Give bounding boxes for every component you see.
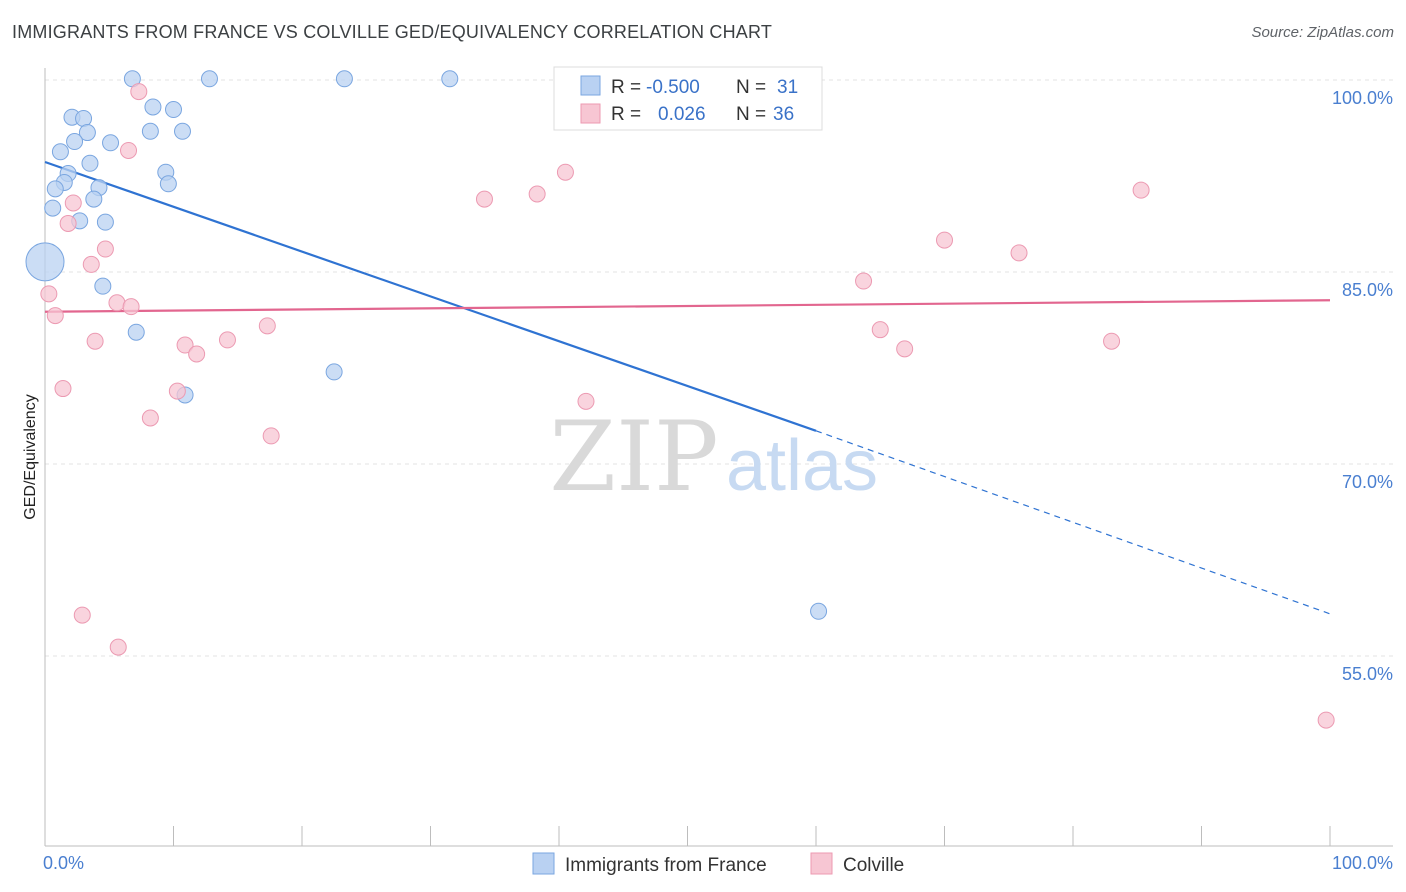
- y-tick-label-2: 70.0%: [1342, 472, 1393, 492]
- point-france-9: [141, 122, 159, 140]
- stats-n-value-pink: 36: [773, 104, 794, 125]
- point-france-2: [335, 70, 353, 88]
- point-colville-11: [1010, 244, 1028, 262]
- point-colville-12: [96, 240, 114, 258]
- point-colville-4: [556, 163, 574, 181]
- point-colville-1: [130, 83, 148, 101]
- stats-r-value-blue: -0.500: [646, 77, 700, 98]
- legend-swatch-colville: [810, 852, 833, 875]
- axes: [44, 68, 1393, 847]
- watermark-atlas: atlas: [726, 426, 878, 506]
- point-colville-13: [82, 255, 100, 273]
- point-colville-23: [176, 336, 194, 354]
- point-colville-33: [109, 638, 127, 656]
- stats-r-value-pink: 0.026: [658, 104, 706, 125]
- point-france-26: [94, 277, 112, 295]
- chart-source: Source: ZipAtlas.com: [1251, 24, 1394, 41]
- point-france-7: [165, 101, 182, 119]
- series-legend: Immigrants from France Colville: [532, 852, 904, 876]
- chart-title: IMMIGRANTS FROM FRANCE VS COLVILLE GED/E…: [12, 22, 773, 42]
- point-colville-6: [475, 190, 493, 208]
- x-tick-label-min: 0.0%: [43, 853, 84, 873]
- stats-r-label-blue: R =: [611, 77, 641, 98]
- stats-legend: R = -0.500 N = 31 R = 0.026 N = 36: [553, 66, 823, 131]
- point-france-25: [25, 242, 65, 282]
- watermark-zip: ZIP: [549, 401, 718, 513]
- point-colville-31: [262, 427, 280, 445]
- point-france-12: [102, 134, 120, 152]
- x-tick-labels: 0.0% 100.0%: [43, 853, 1393, 873]
- point-france-21: [85, 190, 103, 208]
- point-france-5: [75, 109, 93, 127]
- trend-line-france-dashed: [815, 430, 1331, 615]
- point-colville-9: [59, 214, 77, 232]
- point-france-3: [441, 70, 459, 88]
- y-axis-title: GED/Equivalency: [22, 394, 39, 519]
- point-france-18: [159, 175, 177, 193]
- point-france-28: [325, 363, 343, 381]
- point-colville-34: [1317, 711, 1335, 729]
- stats-legend-blue-swatch: [580, 75, 601, 96]
- point-colville-17: [122, 298, 140, 316]
- point-colville-29: [577, 392, 595, 410]
- point-france-8: [78, 124, 96, 142]
- trend-line-france-solid: [44, 160, 817, 432]
- point-colville-5: [528, 185, 546, 203]
- point-colville-30: [141, 409, 159, 427]
- point-colville-19: [258, 317, 276, 335]
- trend-lines: [44, 160, 1331, 615]
- y-tick-label-3: 55.0%: [1342, 664, 1393, 684]
- y-tick-labels: 100.0% 85.0% 70.0% 55.0%: [1332, 88, 1393, 684]
- legend-label-france: Immigrants from France: [565, 855, 767, 876]
- point-france-27: [127, 323, 145, 341]
- point-colville-21: [218, 331, 236, 349]
- point-colville-32: [73, 606, 91, 624]
- point-france-13: [51, 143, 69, 161]
- point-france-10: [173, 122, 191, 140]
- point-france-11: [66, 133, 84, 151]
- data-points: [25, 70, 1335, 729]
- point-france-1: [200, 70, 218, 88]
- point-france-6: [144, 98, 162, 116]
- point-colville-28: [168, 382, 186, 400]
- point-colville-8: [64, 194, 82, 212]
- point-colville-26: [188, 345, 206, 363]
- point-colville-18: [46, 307, 64, 325]
- y-tick-label-0: 100.0%: [1332, 88, 1393, 108]
- point-france-14: [81, 154, 99, 172]
- stats-n-label-pink: N =: [736, 104, 766, 125]
- point-france-22: [44, 199, 62, 217]
- point-france-24: [96, 213, 114, 231]
- legend-label-colville: Colville: [843, 855, 904, 876]
- stats-n-label-blue: N =: [736, 77, 766, 98]
- point-france-30: [810, 602, 828, 620]
- point-colville-15: [40, 285, 58, 303]
- point-colville-16: [108, 294, 126, 312]
- trend-line-colville: [44, 299, 1331, 313]
- stats-n-value-blue: 31: [777, 77, 798, 98]
- point-colville-25: [896, 340, 914, 358]
- watermark: ZIP atlas: [549, 401, 878, 513]
- point-colville-7: [1132, 181, 1150, 199]
- stats-r-label-pink: R =: [611, 104, 641, 125]
- legend-swatch-france: [532, 852, 555, 875]
- point-colville-14: [855, 272, 873, 290]
- point-colville-27: [54, 380, 72, 398]
- point-france-20: [46, 180, 64, 198]
- y-tick-label-1: 85.0%: [1342, 280, 1393, 300]
- point-colville-20: [871, 321, 889, 339]
- point-colville-3: [120, 141, 138, 159]
- grid-lines: [45, 79, 1393, 657]
- point-colville-22: [86, 332, 104, 350]
- point-colville-24: [1103, 332, 1121, 350]
- x-tick-label-max: 100.0%: [1332, 853, 1393, 873]
- stats-legend-pink-swatch: [580, 103, 601, 124]
- point-colville-10: [936, 231, 953, 249]
